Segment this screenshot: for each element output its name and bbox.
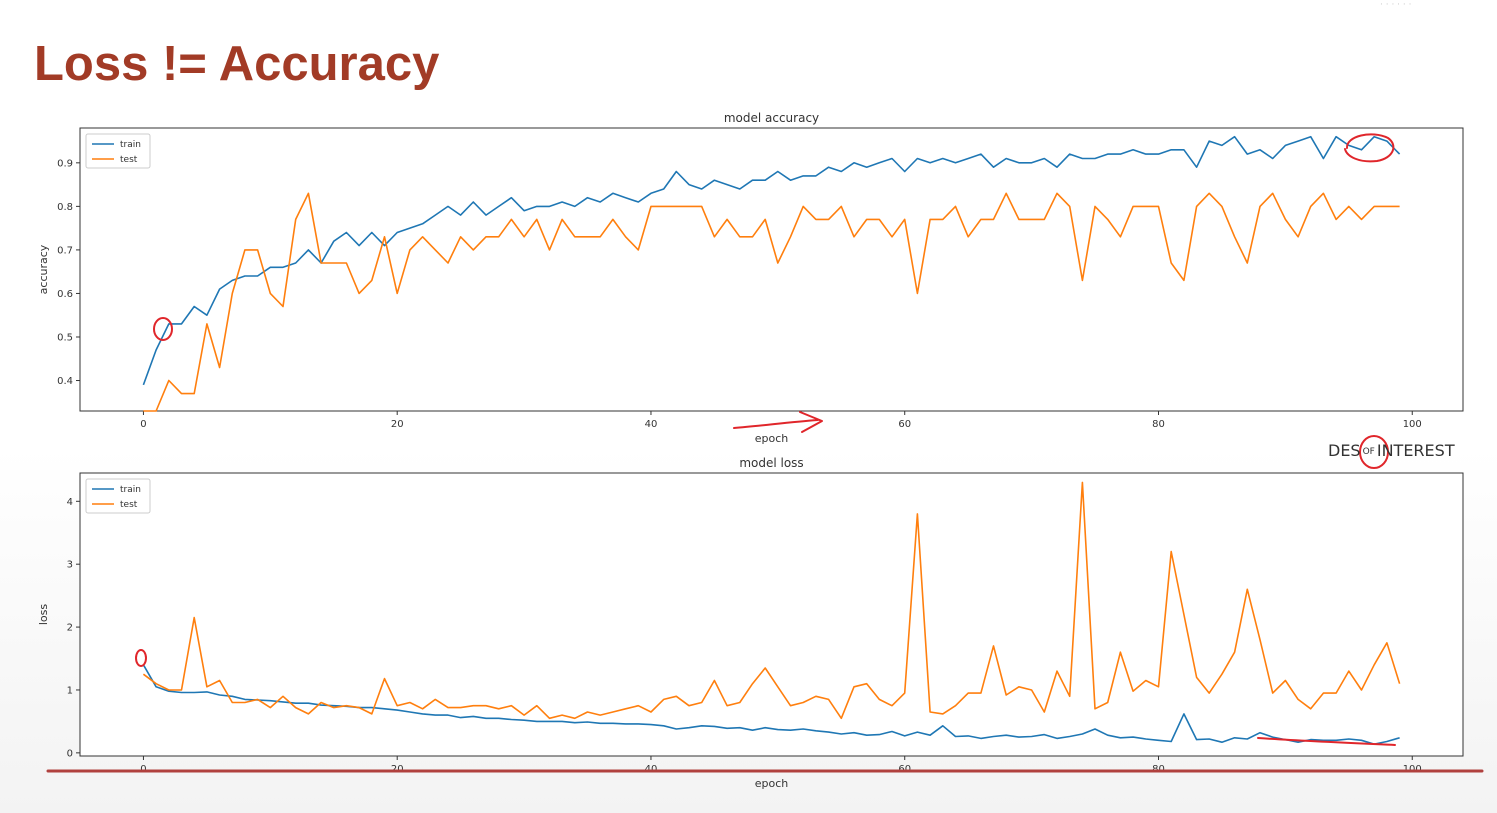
y-tick-label: 0.6 bbox=[57, 289, 73, 300]
y-tick-label: 0.5 bbox=[57, 332, 73, 343]
series-line-test bbox=[143, 192, 1400, 412]
annotation-circle-peak-accuracy bbox=[1344, 133, 1395, 163]
legend-label-train: train bbox=[120, 485, 141, 495]
x-axis-label: epoch bbox=[755, 777, 789, 790]
legend-label-train: train bbox=[120, 140, 141, 150]
brand-text-of: OF bbox=[1362, 447, 1375, 457]
annotation-circle-early-accuracy bbox=[153, 317, 173, 341]
y-tick-label: 0.4 bbox=[57, 376, 73, 387]
y-axis-label: accuracy bbox=[37, 244, 50, 294]
brand-text-interest: INTEREST bbox=[1376, 441, 1455, 460]
y-tick-label: 3 bbox=[67, 560, 73, 571]
legend-label-test: test bbox=[120, 500, 138, 510]
plot-frame bbox=[79, 127, 1464, 412]
x-tick-label: 20 bbox=[391, 419, 404, 430]
slide-title: Loss != Accuracy bbox=[34, 37, 440, 91]
y-tick-label: 0 bbox=[67, 748, 73, 759]
annotations bbox=[46, 133, 1484, 773]
y-tick-label: 0.9 bbox=[57, 158, 73, 169]
x-tick-label: 40 bbox=[645, 419, 658, 430]
y-tick-label: 0.7 bbox=[57, 245, 73, 256]
annotation-arrow-epoch bbox=[733, 411, 823, 433]
series-line-test bbox=[142, 481, 1401, 720]
x-axis-label: epoch bbox=[755, 432, 789, 445]
annotation-circle-brand bbox=[1359, 435, 1389, 469]
brand-logo: DES OF INTEREST bbox=[1328, 441, 1455, 460]
x-tick-label: 80 bbox=[1152, 419, 1165, 430]
legend-label-test: test bbox=[120, 155, 138, 165]
corner-mark: · · · · · · bbox=[1380, 0, 1412, 10]
y-tick-label: 0.8 bbox=[57, 202, 73, 213]
accuracy-chart: model accuracy 0 20 40 60 80 100 0.4 0.5 0.6 0.7 0.… bbox=[37, 111, 1464, 445]
x-tick-label: 100 bbox=[1403, 419, 1422, 430]
y-axis-label: loss bbox=[37, 604, 50, 626]
y-tick-label: 2 bbox=[67, 623, 73, 634]
chart-title: model accuracy bbox=[724, 111, 819, 125]
chart-title: model loss bbox=[739, 456, 803, 470]
y-tick-label: 1 bbox=[67, 685, 73, 696]
plot-frame bbox=[79, 472, 1464, 757]
x-tick-label: 0 bbox=[140, 419, 146, 430]
x-tick-label: 60 bbox=[898, 419, 911, 430]
brand-text-des: DES bbox=[1328, 441, 1361, 460]
annotation-circle-initial-loss bbox=[135, 649, 147, 667]
annotation-underline-final-loss bbox=[1257, 737, 1396, 746]
y-tick-label: 4 bbox=[67, 497, 73, 508]
series-line-train bbox=[142, 135, 1401, 386]
